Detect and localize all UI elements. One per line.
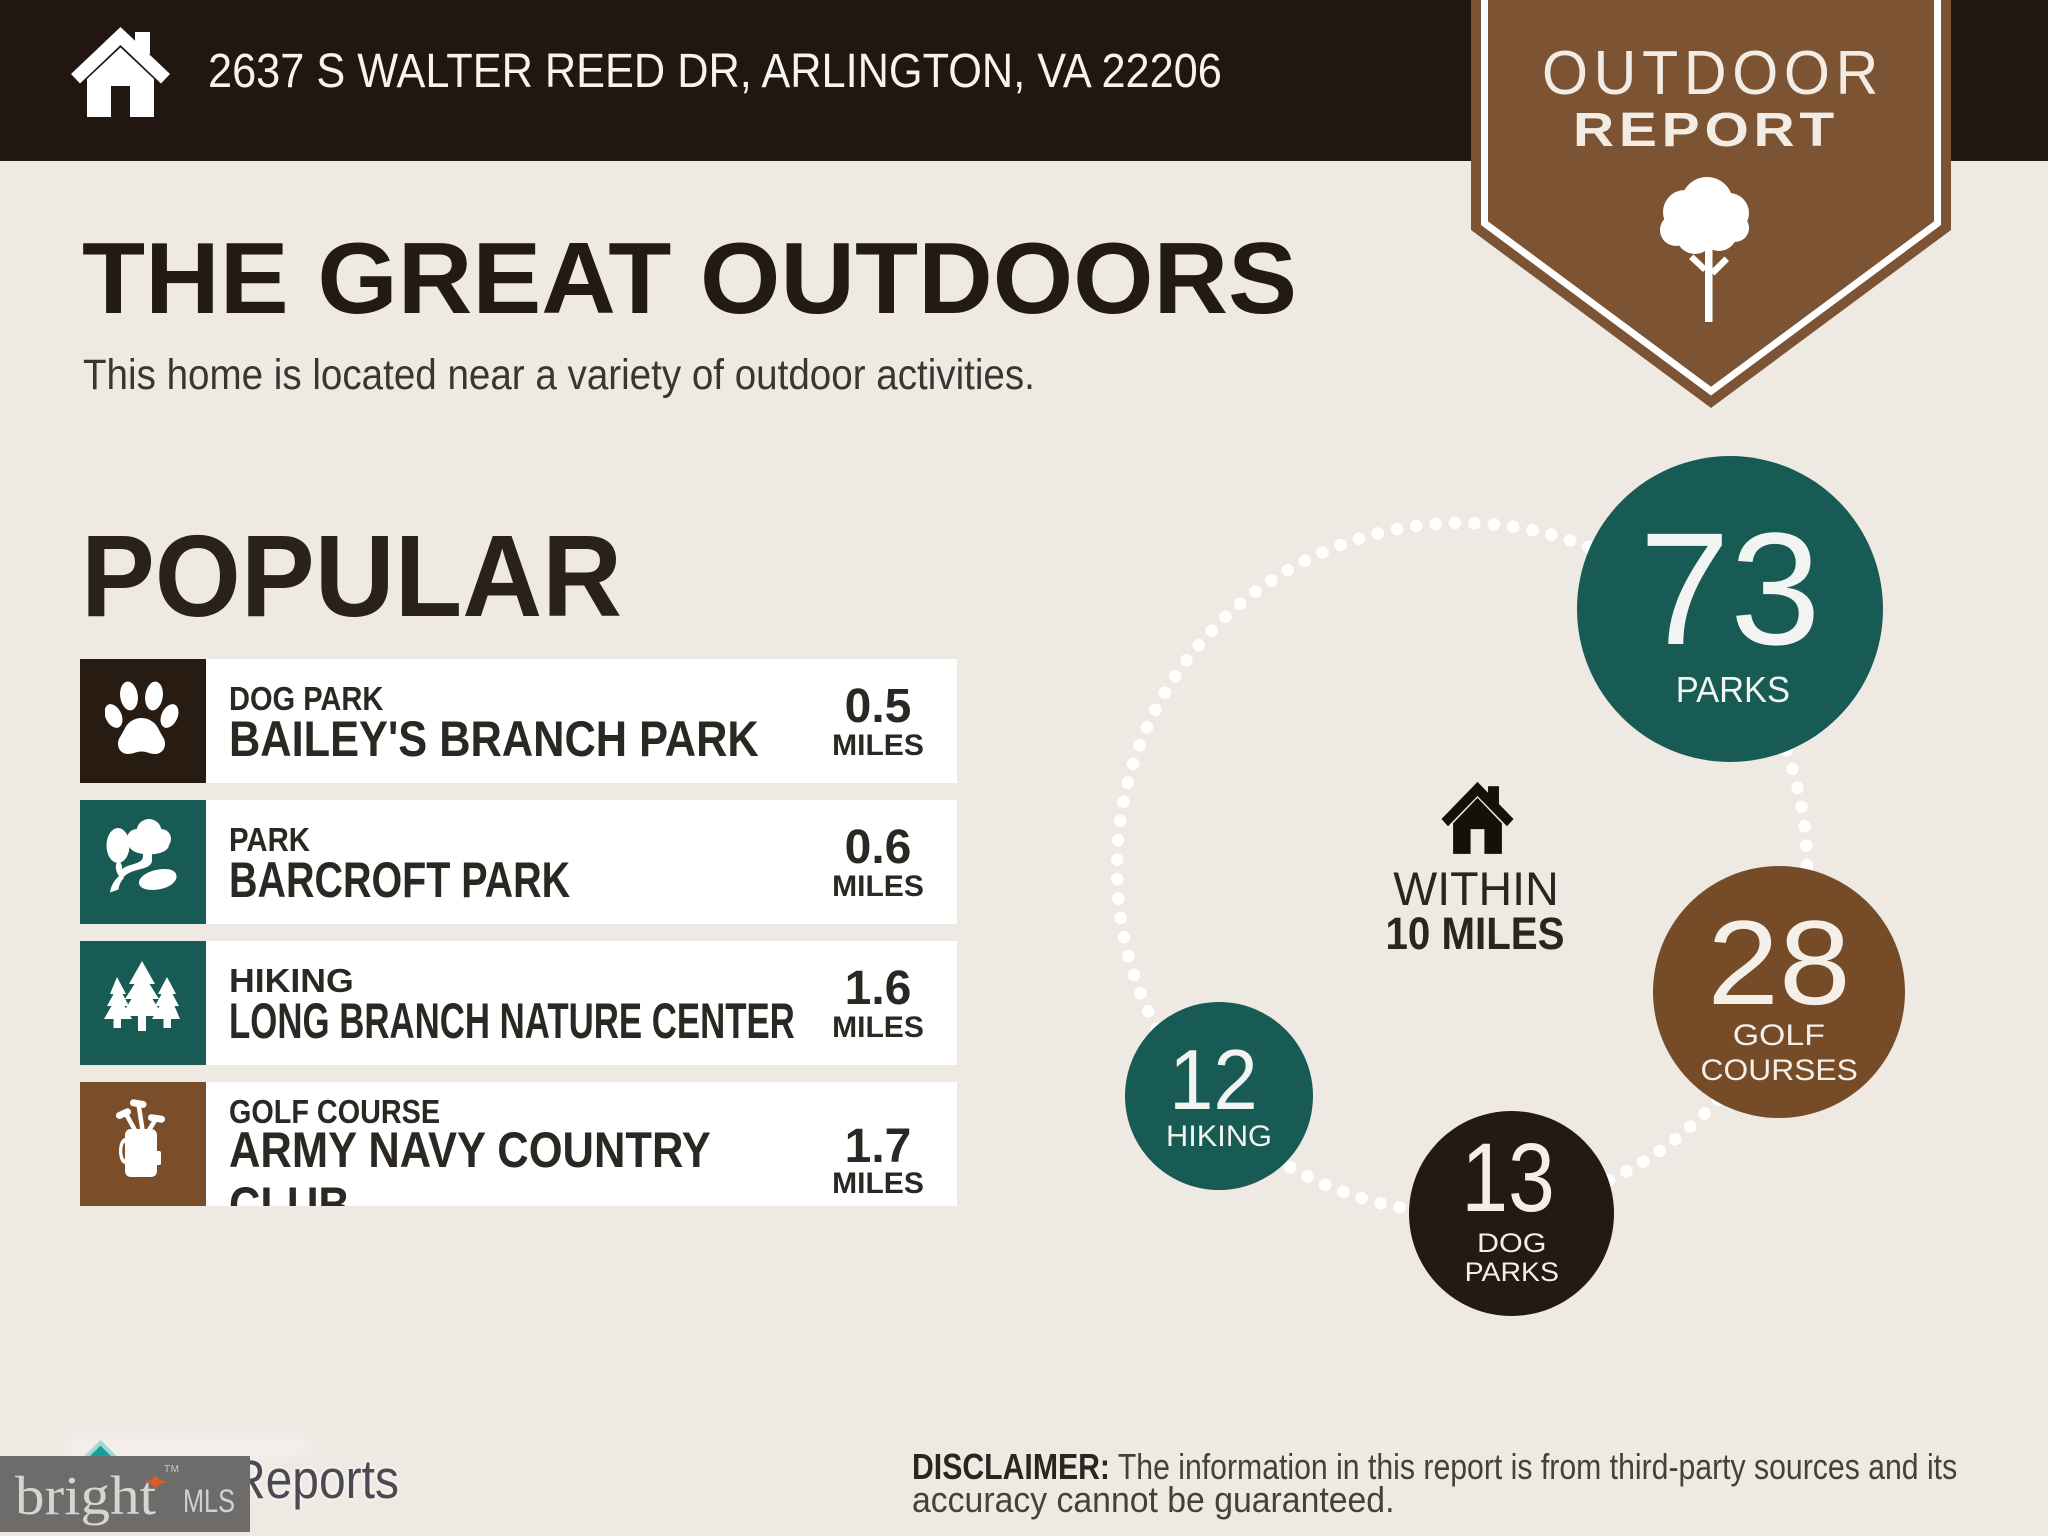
- svg-text:OUTDOOR: OUTDOOR: [1542, 39, 1884, 108]
- svg-text:REPORT: REPORT: [1573, 104, 1839, 157]
